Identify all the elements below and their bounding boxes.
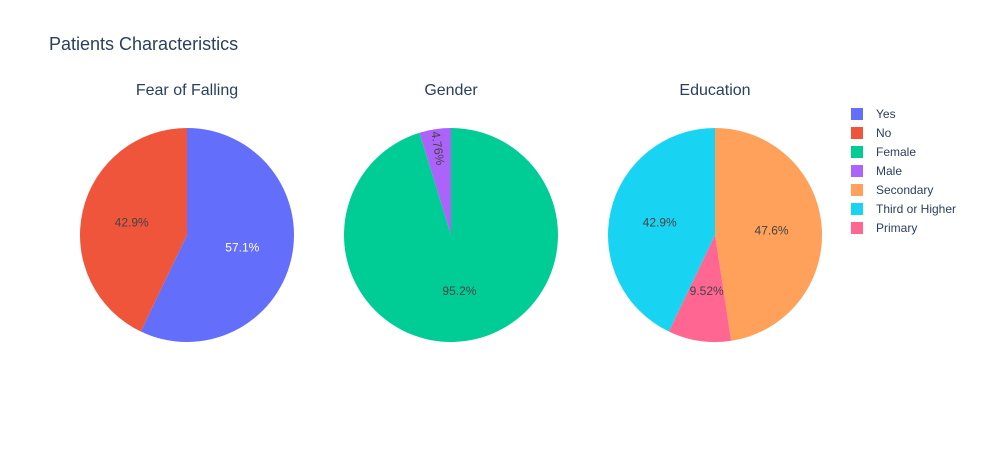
slice-secondary <box>715 127 823 341</box>
legend-label-secondary: Secondary <box>876 183 933 197</box>
legend-swatch-female <box>851 146 863 158</box>
legend-swatch-secondary <box>851 184 863 196</box>
legend-label-female: Female <box>876 145 916 159</box>
slice-female <box>343 128 558 342</box>
slice-male <box>419 128 451 235</box>
legend-label-male: Male <box>876 164 902 178</box>
legend-item-third-or-higher[interactable]: Third or Higher <box>851 202 956 216</box>
pie-title-education: Education <box>679 82 750 99</box>
legend-label-yes: Yes <box>876 107 896 121</box>
legend-label-primary: Primary <box>876 221 917 235</box>
legend-label-no: No <box>876 126 892 140</box>
pie-title-gender: Gender <box>424 82 478 99</box>
legend-swatch-male <box>851 165 863 177</box>
slice-yes <box>140 128 294 342</box>
slice-label-no: 42.9% <box>115 215 149 229</box>
legend-swatch-no <box>851 127 863 139</box>
legend-swatch-yes <box>851 108 863 120</box>
slice-label-primary: 9.52% <box>690 284 724 298</box>
legend-item-primary[interactable]: Primary <box>851 221 917 235</box>
legend-item-no[interactable]: No <box>851 126 892 140</box>
pies-group: Fear of Falling 57.1% 42.9% Gender 95.2% 4.76… <box>79 82 823 343</box>
legend-swatch-primary <box>851 222 863 234</box>
legend-label-third-or-higher: Third or Higher <box>876 202 956 216</box>
slice-label-third-or-higher: 42.9% <box>643 215 677 229</box>
slice-label-secondary: 47.6% <box>755 224 789 238</box>
pie-education: Education 47.6% 9.52% 42.9% <box>608 82 823 343</box>
slice-primary <box>668 235 732 343</box>
legend-item-yes[interactable]: Yes <box>851 107 896 121</box>
slice-no <box>79 128 187 332</box>
slice-label-female: 95.2% <box>442 284 476 298</box>
slice-label-yes: 57.1% <box>225 241 259 255</box>
pie-fear-of-falling: Fear of Falling 57.1% 42.9% <box>79 82 294 342</box>
chart-title: Patients Characteristics <box>49 34 238 54</box>
legend-item-secondary[interactable]: Secondary <box>851 183 933 197</box>
legend-swatch-third-or-higher <box>851 203 863 215</box>
slice-third-or-higher <box>608 128 715 332</box>
legend-item-male[interactable]: Male <box>851 164 902 178</box>
pie-gender: Gender 95.2% 4.76% <box>343 82 558 342</box>
legend: Yes No Female Male Secondary Third or Higher P… <box>851 107 956 235</box>
slice-label-male: 4.76% <box>428 130 447 166</box>
pie-title-fear-of-falling: Fear of Falling <box>136 82 238 99</box>
legend-item-female[interactable]: Female <box>851 145 916 159</box>
